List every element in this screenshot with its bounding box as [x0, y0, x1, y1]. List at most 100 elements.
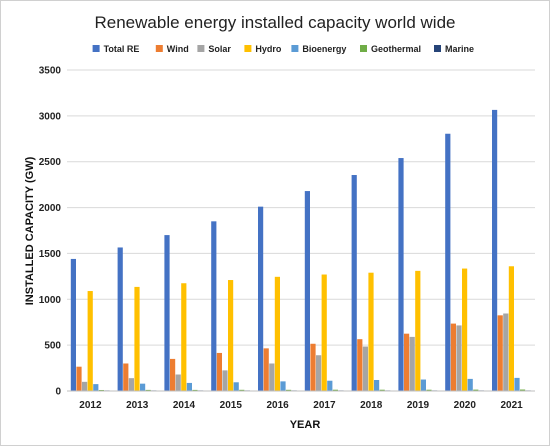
x-tick-label: 2013 [126, 400, 149, 411]
bar-wind-2017 [310, 343, 316, 391]
legend-swatch-wind [155, 45, 163, 52]
bar-wind-2020 [450, 323, 456, 391]
bar-wind-2021 [497, 315, 503, 391]
bar-wind-2016 [263, 348, 269, 391]
bar-hydro-2015 [228, 280, 234, 391]
bar-hydro-2012 [87, 291, 93, 391]
bar-hydro-2017 [321, 274, 327, 391]
bar-bioenergy-2021 [514, 377, 520, 391]
bar-geothermal-2013 [145, 389, 151, 391]
legend-label-geothermal: Geothermal [371, 44, 421, 54]
legend-swatch-solar [197, 45, 205, 52]
bar-geothermal-2016 [286, 389, 292, 391]
bar-geothermal-2020 [473, 389, 479, 391]
bar-geothermal-2017 [332, 389, 338, 391]
bar-total-re-2013 [117, 247, 123, 391]
legend-label-total-re: Total RE [104, 44, 140, 54]
legend-swatch-bioenergy [291, 45, 299, 52]
x-tick-label: 2020 [454, 400, 477, 411]
y-tick-label: 2000 [39, 203, 62, 214]
bar-geothermal-2018 [379, 389, 385, 391]
bar-total-re-2017 [304, 191, 310, 391]
x-tick-label: 2018 [360, 400, 383, 411]
y-tick-label: 500 [44, 341, 61, 352]
bar-solar-2018 [362, 346, 368, 391]
x-axis-title: YEAR [290, 419, 321, 431]
bar-hydro-2014 [181, 283, 187, 391]
legend-label-bioenergy: Bioenergy [302, 44, 346, 54]
y-tick-label: 3500 [39, 66, 62, 77]
y-tick-label: 0 [55, 387, 61, 398]
bar-solar-2021 [503, 313, 509, 391]
x-tick-label: 2016 [266, 400, 289, 411]
bar-hydro-2013 [134, 286, 140, 391]
y-tick-label: 3000 [39, 111, 62, 122]
x-tick-label: 2012 [79, 400, 102, 411]
bar-bioenergy-2012 [93, 384, 99, 391]
bar-geothermal-2019 [426, 389, 432, 391]
bar-solar-2017 [316, 355, 322, 391]
bars [70, 109, 531, 391]
legend-swatch-total-re [92, 45, 100, 52]
bar-total-re-2018 [351, 175, 357, 391]
bar-total-re-2012 [70, 258, 76, 391]
x-tick-label: 2017 [313, 400, 336, 411]
bar-hydro-2019 [415, 270, 421, 391]
bar-total-re-2016 [258, 206, 264, 391]
bar-wind-2012 [76, 366, 82, 391]
bar-bioenergy-2014 [186, 382, 192, 391]
bar-geothermal-2014 [192, 389, 198, 391]
legend-swatch-marine [434, 45, 441, 52]
bar-bioenergy-2016 [280, 381, 286, 391]
bar-hydro-2020 [462, 268, 468, 391]
bar-geothermal-2021 [520, 389, 526, 391]
bar-hydro-2021 [508, 266, 514, 391]
bar-wind-2019 [404, 333, 410, 391]
legend-label-marine: Marine [445, 44, 474, 54]
bar-solar-2013 [128, 378, 134, 391]
y-tick-label: 1000 [39, 295, 62, 306]
bar-solar-2020 [456, 325, 462, 391]
bar-bioenergy-2018 [374, 379, 380, 391]
bar-bioenergy-2020 [467, 378, 473, 391]
bar-wind-2014 [170, 358, 176, 391]
bar-solar-2014 [175, 374, 181, 391]
bar-bioenergy-2013 [140, 383, 146, 391]
bar-bioenergy-2017 [327, 380, 333, 391]
bar-total-re-2014 [164, 235, 170, 391]
bar-bioenergy-2015 [233, 382, 239, 391]
legend: Total RE Wind Solar Hydro Bioenergy Geotherma… [92, 44, 474, 54]
bar-solar-2012 [82, 381, 88, 391]
legend-swatch-hydro [244, 45, 252, 52]
legend-label-solar: Solar [208, 44, 231, 54]
y-tick-label: 1500 [39, 249, 62, 260]
bar-solar-2019 [409, 336, 415, 391]
bar-total-re-2015 [211, 221, 217, 391]
chart-title: Renewable energy installed capacity worl… [95, 13, 456, 32]
legend-label-hydro: Hydro [255, 44, 282, 54]
bar-geothermal-2012 [98, 389, 104, 391]
bar-solar-2016 [269, 363, 275, 391]
bar-wind-2013 [123, 363, 129, 391]
y-axis-title: INSTALLED CAPACITY (GW) [24, 156, 36, 305]
x-tick-label: 2014 [173, 400, 196, 411]
bar-solar-2015 [222, 370, 228, 391]
x-axis-ticks: 2012 2013 2014 2015 2016 2017 2018 2019 2020 2021 [79, 400, 523, 411]
x-tick-label: 2021 [500, 400, 523, 411]
x-tick-label: 2019 [407, 400, 430, 411]
grid-lines [67, 69, 535, 346]
legend-swatch-geothermal [360, 45, 367, 52]
bar-bioenergy-2019 [420, 379, 426, 391]
bar-hydro-2018 [368, 272, 374, 391]
bar-geothermal-2015 [239, 389, 245, 391]
bar-total-re-2019 [398, 158, 404, 391]
legend-label-wind: Wind [167, 44, 189, 54]
y-axis-ticks: 0 500 1000 1500 2000 2500 3000 3500 [39, 66, 62, 398]
bar-total-re-2021 [492, 109, 498, 391]
bar-hydro-2016 [274, 276, 280, 391]
x-tick-label: 2015 [220, 400, 243, 411]
bar-wind-2018 [357, 339, 363, 391]
bar-wind-2015 [216, 352, 222, 391]
